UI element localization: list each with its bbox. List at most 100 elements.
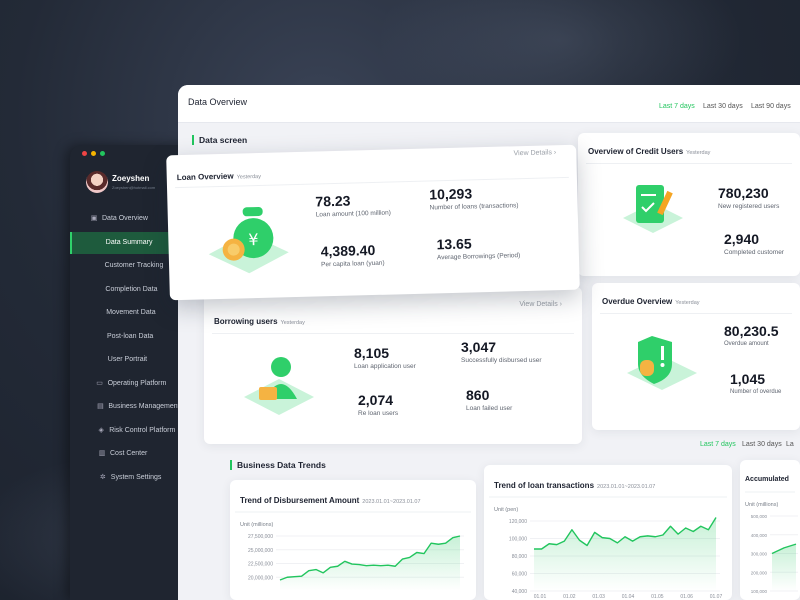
stat-loan-failed-user: 860 Loan failed user	[466, 387, 513, 412]
series-area	[534, 517, 716, 591]
sidebar-item-completion-data[interactable]: Completion Data	[70, 279, 230, 301]
y-tick-label: 27,500,000	[248, 534, 273, 540]
overdue-overview-card: Overdue Overview Yesterday 80,230.5 Overdu…	[592, 283, 800, 430]
sidebar-item-label: Risk Control Platform	[109, 426, 176, 434]
money-bag-illustration: ¥	[208, 206, 289, 274]
main-panel: Data Overview Last 7 days Last 30 days L…	[178, 85, 800, 600]
range-last-7-days[interactable]: Last 7 days	[659, 103, 695, 110]
credit-users-card: Overview of Credit Users Yesterday 780,23…	[578, 133, 800, 276]
y-tick-label: 400,000	[751, 533, 768, 538]
sidebar-item-user-portrait[interactable]: User Portrait	[70, 349, 230, 371]
sidebar-item-movement-data[interactable]: Movement Data	[70, 302, 230, 324]
y-axis-label: Unit (millions)	[240, 522, 273, 528]
sidebar-item-label: Post-loan Data	[107, 332, 154, 340]
sidebar-item-label: Customer Tracking	[104, 262, 164, 269]
shield-icon: ◈	[98, 426, 104, 434]
sidebar-item-customer-tracking[interactable]: Customer Tracking	[70, 255, 230, 277]
y-tick-label: 100,000	[751, 589, 768, 594]
y-tick-label: 120,000	[509, 519, 527, 525]
accumulated-trend-chart: Accumulated Unit (millions) 500,000 400,000…	[740, 460, 800, 600]
stat-loan-application-user: 8,105 Loan application user	[354, 345, 416, 370]
series-line	[279, 535, 461, 581]
window-controls[interactable]	[82, 151, 105, 156]
card-title: Loan Overview Yesterday	[176, 171, 262, 183]
x-tick-label: 01.01	[534, 594, 547, 600]
stat-average-borrowings: 13.65 Average Borrowings (Period)	[436, 235, 521, 262]
series-area	[772, 544, 796, 591]
sidebar-item-label: Data Overview	[102, 215, 148, 222]
chart-title: Trend of Disbursement Amount 2023.01.01~2…	[240, 496, 421, 505]
y-tick-label: 500,000	[751, 514, 768, 519]
sidebar-item-label: System Settings	[110, 473, 162, 481]
chart-plot: Unit (millions) 500,000 400,000 300,000 200,…	[745, 491, 798, 594]
briefcase-icon: ▤	[97, 403, 104, 410]
stat-successfully-disbursed-user: 3,047 Successfully disbursed user	[461, 339, 542, 364]
sidebar-item-label: Operating Platform	[107, 379, 167, 387]
y-tick-label: 22,500,000	[248, 562, 273, 568]
chart-title: Trend of loan transactions 2023.01.01~202…	[494, 481, 656, 490]
shield-alert-illustration	[627, 336, 697, 390]
user-name: Zoeyshen	[112, 174, 150, 183]
trends-range-last-7-days[interactable]: Last 7 days	[700, 441, 736, 448]
monitor-icon: ▭	[96, 379, 103, 387]
card-title: Overdue Overview Yesterday	[602, 297, 700, 306]
section-title-data-screen: Data screen	[192, 135, 247, 145]
gear-icon: ✲	[99, 473, 106, 481]
stat-number-of-overdue: 1,045 Number of overdue	[730, 371, 782, 395]
sidebar-item-label: Cost Center	[110, 450, 148, 457]
stat-overdue-amount: 80,230.5 Overdue amount	[724, 323, 779, 347]
y-tick-label: 25,000,000	[248, 548, 273, 554]
y-tick-label: 80,000	[512, 554, 528, 560]
loan-transactions-trend-chart: Trend of loan transactions 2023.01.01~202…	[484, 465, 732, 600]
range-last-90-days[interactable]: Last 90 days	[751, 103, 791, 110]
y-tick-label: 100,000	[509, 537, 527, 543]
top-bar: Data Overview Last 7 days Last 30 days L…	[178, 85, 800, 123]
image-icon: ▣	[90, 215, 98, 222]
sidebar-item-label: Completion Data	[105, 285, 158, 293]
series-area	[280, 536, 460, 591]
y-tick-label: 40,000	[512, 589, 528, 595]
user-card-illustration	[244, 357, 314, 415]
x-tick-label: 01.04	[622, 594, 635, 600]
chart-plot: Unit (pen) 120,000 100,000 80,000 60,000 40,0…	[489, 496, 727, 600]
sidebar-item-data-overview[interactable]: ▣ Data Overview	[70, 208, 230, 230]
x-tick-label: 01.02	[563, 594, 576, 600]
section-title-business-data-trends: Business Data Trends	[230, 460, 326, 470]
y-tick-label: 20,000,000	[248, 575, 273, 581]
sidebar-item-label: Movement Data	[106, 309, 156, 316]
stat-loan-amount: 78.23 Loan amount (100 million)	[315, 192, 392, 219]
avatar[interactable]	[86, 171, 108, 193]
document-pencil-illustration	[623, 185, 683, 233]
x-tick-label: 01.05	[651, 594, 664, 600]
y-tick-label: 300,000	[751, 552, 768, 557]
chart-title: Accumulated	[745, 476, 789, 483]
trends-range-last-30-days[interactable]: Last 30 days	[742, 441, 782, 448]
x-tick-label: 01.07	[710, 594, 723, 600]
stat-per-capita-loan: 4,389.40 Per capita loan (yuan)	[320, 241, 385, 269]
card-title: Borrowing users Yesterday	[214, 317, 305, 326]
stat-re-loan-users: 2,074 Re loan users	[358, 392, 399, 417]
sidebar-item-post-loan-data[interactable]: Post-loan Data	[70, 326, 230, 348]
user-email: Zoeyshen@hotmail.com	[112, 185, 156, 190]
chart-plot: Unit (millions) 27,500,000 25,000,000 22,50…	[235, 511, 471, 591]
x-tick-label: 01.03	[592, 594, 605, 600]
borrowing-users-card: Borrowing users Yesterday View Details › …	[204, 287, 582, 444]
card-title: Overview of Credit Users Yesterday	[588, 147, 711, 156]
stat-new-registered-users: 780,230 New registered users	[718, 185, 780, 210]
trends-range-last-90-days[interactable]: La	[786, 441, 794, 448]
page-title: Data Overview	[188, 97, 248, 107]
sidebar-item-label: User Portrait	[107, 356, 148, 363]
document-icon: ▥	[98, 450, 106, 457]
stat-number-of-loans: 10,293 Number of loans (transactions)	[429, 185, 519, 212]
view-details-link[interactable]: View Details ›	[513, 149, 557, 158]
range-last-30-days[interactable]: Last 30 days	[703, 103, 743, 110]
view-details-link[interactable]: View Details ›	[519, 301, 562, 308]
loan-overview-card: Loan Overview Yesterday View Details › ¥ …	[166, 144, 580, 301]
x-tick-label: 01.06	[680, 594, 693, 600]
y-tick-label: 200,000	[751, 570, 768, 575]
svg-text:¥: ¥	[248, 230, 259, 249]
y-axis-label: Unit (pen)	[494, 507, 518, 513]
y-axis-label: Unit (millions)	[745, 502, 778, 508]
sidebar-item-label: Business Management	[108, 403, 180, 410]
stat-completed-customer: 2,940 Completed customer	[724, 231, 784, 256]
